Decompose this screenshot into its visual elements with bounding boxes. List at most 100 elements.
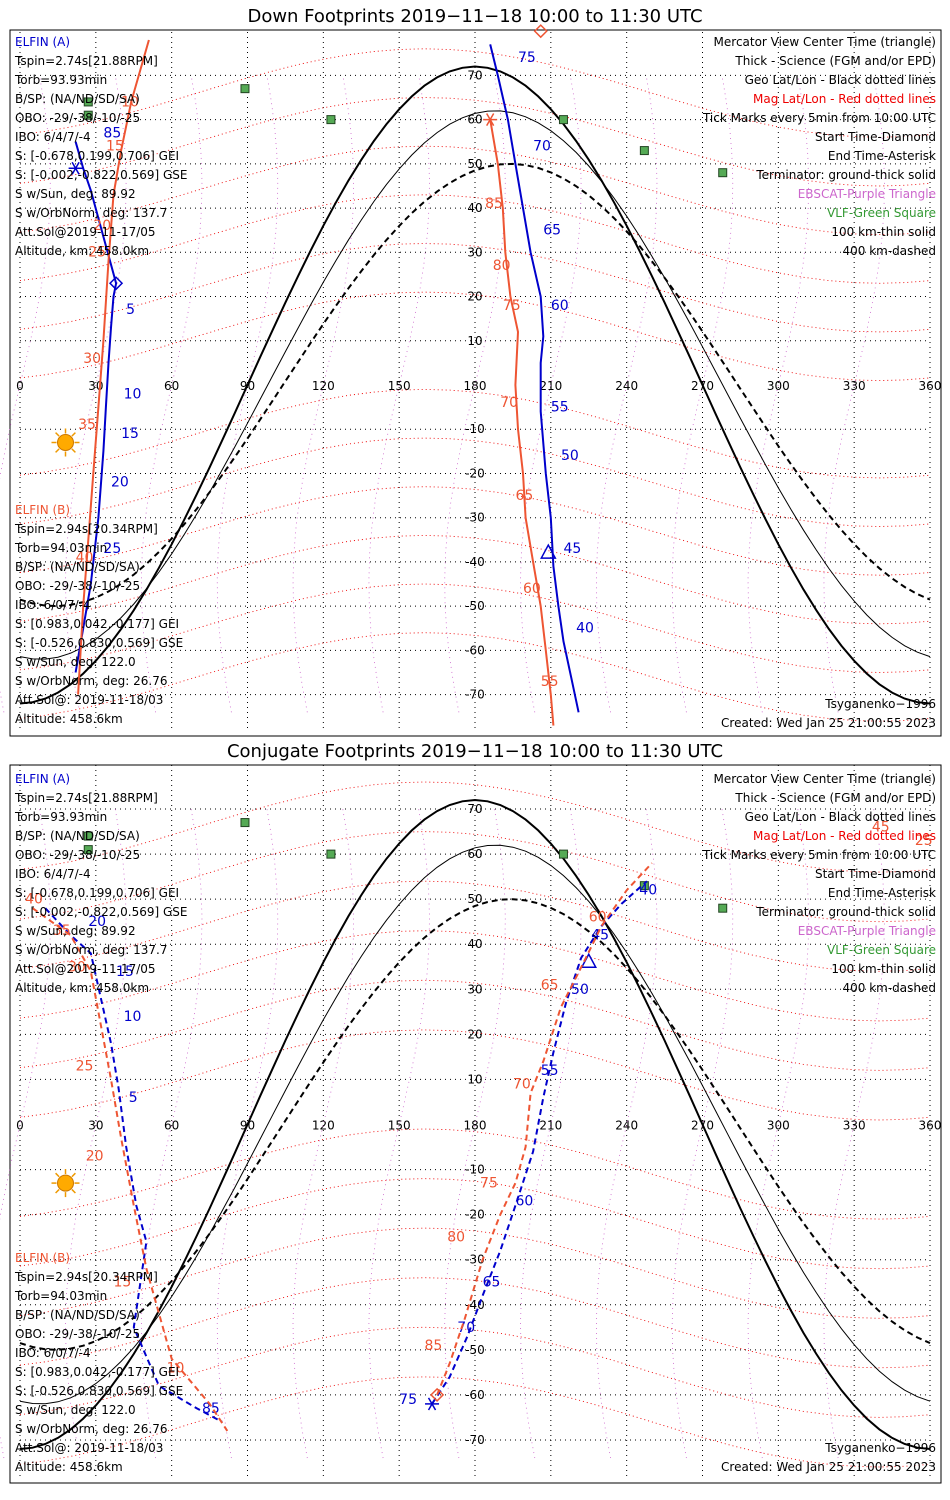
info-line: S: [0.983,0.042,-0.177] GEI [15, 1365, 179, 1379]
asterisk-stroke [71, 161, 80, 175]
terminator-ground [19, 798, 931, 1450]
vlf-station-square [83, 97, 93, 107]
info-line: Torb=94.03min [14, 1289, 107, 1303]
legend-item: Tick Marks every 5min from 10:00 UTC [702, 111, 936, 125]
info-line: OBO: -29/-38/-10/-25 [15, 848, 140, 862]
elfin-b-track [489, 119, 555, 726]
x-tick-label: 240 [615, 1119, 638, 1133]
info-line: S: [0.983,0.042,-0.177] GEI [15, 617, 179, 631]
start-diamond-icon [108, 276, 124, 291]
sun-icon [51, 1169, 80, 1198]
info-line: S w/OrbNorm, deg: 137.7 [15, 206, 167, 220]
vlf-station-square [558, 115, 568, 125]
info-line: OBO: -29/-38/-10/-25 [15, 1327, 140, 1341]
track-tick-label: 45 [563, 541, 581, 557]
track-tick-label: 50 [571, 982, 589, 998]
sun-ray [71, 432, 76, 437]
info-line: Altitude, km: 458.0km [15, 244, 149, 258]
info-line: S w/Sun, deg: 122.0 [15, 1403, 136, 1417]
created-label: Created: Wed Jan 25 21:00:55 2023 [721, 716, 936, 730]
terminator-400km [19, 162, 931, 608]
legend-item: Thick - Science (FGM and/or EPD) [734, 791, 936, 805]
x-tick-label: 180 [464, 1119, 487, 1133]
track-tick-label: 60 [551, 298, 569, 314]
info-line: Tspin=2.94s[20.34RPM] [14, 1270, 158, 1284]
track-tick-label: 10 [167, 1360, 185, 1376]
vlf-station-square [718, 903, 728, 913]
y-tick-label: -60 [465, 1388, 485, 1402]
legend-item: Geo Lat/Lon - Black dotted lines [745, 73, 936, 87]
track-tick-label: 45 [872, 820, 890, 836]
end-asterisk-icon [425, 1397, 440, 1411]
info-line: Att.Sol@2019-11-17/05 [15, 962, 156, 976]
info-line: S w/OrbNorm, deg: 26.76 [15, 674, 167, 688]
track-tick-label: 60 [523, 581, 541, 597]
track-tick-label: 20 [93, 218, 111, 234]
info-line: S w/Sun, deg: 89.92 [15, 924, 136, 938]
track-tick-label: 25 [88, 245, 106, 261]
y-tick-label: 10 [467, 334, 482, 348]
legend-item: 100 km-thin solid [831, 225, 936, 239]
elfin-a-track [489, 44, 580, 713]
track-tick-label: 25 [103, 541, 121, 557]
down-map-layer: 0 30 60 90 120 150 180 210 240 270 300 330 360706050… [0, 32, 941, 730]
info-line: IBO: 6/0/7/-4 [15, 598, 91, 612]
info-line: Torb=94.03min [14, 541, 107, 555]
legend-item: Mercator View Center Time (triangle) [714, 35, 936, 49]
conj-plot-frame [9, 764, 942, 1484]
sun-disc [57, 434, 74, 451]
info-line: Tspin=2.74s[21.88RPM] [14, 791, 158, 805]
track-tick-label: 10 [121, 94, 139, 110]
legend-item: 100 km-thin solid [831, 962, 936, 976]
asterisk-stroke [486, 113, 495, 127]
info-line: Tspin=2.94s[20.34RPM] [14, 522, 158, 536]
track-tick-label: 20 [86, 1149, 104, 1165]
info-line: S w/OrbNorm, deg: 137.7 [15, 943, 167, 957]
vlf-station-square [83, 110, 93, 120]
track-tick-label: 75 [399, 1392, 417, 1408]
end-asterisk-icon [483, 113, 498, 127]
y-tick-label: -70 [465, 1433, 485, 1447]
track-tick-label: 80 [447, 1230, 465, 1246]
down-legend: Mercator View Center Time (triangle) Thi… [702, 35, 936, 730]
conj-panel-title: Conjugate Footprints 2019−11−18 10:00 to… [227, 741, 723, 762]
info-line: S: [-0.526,0.830,0.569] GSE [15, 636, 183, 650]
vlf-station-square [558, 849, 568, 859]
track-tick-label: 5 [129, 1090, 138, 1106]
start-diamond-icon [430, 1387, 445, 1402]
conj-overlay-layer: 20 15 10 5 85 75 70 65 60 55 50 45 40 40 35 30 25 20 15 10 8… [25, 818, 933, 1432]
sun-ray [55, 1172, 60, 1178]
info-line: Altitude, km: 458.0km [15, 981, 149, 995]
end-asterisk-icon [68, 161, 83, 175]
elfin-b-track [32, 907, 229, 1432]
sun-ray [55, 432, 60, 437]
track-tick-label: 85 [202, 1401, 220, 1417]
conj-elfin-b-info: ELFIN (B) Tspin=2.94s[20.34RPM] Torb=94.… [14, 1251, 183, 1474]
legend-item: Geo Lat/Lon - Black dotted lines [745, 810, 936, 824]
down-elfin-b-info: ELFIN (B) Tspin=2.94s[20.34RPM] Torb=94.… [14, 503, 183, 726]
track-tick-label: 40 [25, 892, 43, 908]
vlf-station-square [240, 818, 250, 828]
info-line: B/SP: (NA/ND/SD/SA) [15, 92, 140, 106]
terminator-100km [19, 844, 931, 1405]
y-tick-label: 50 [467, 157, 482, 171]
elfin-b-header: ELFIN (B) [15, 503, 70, 517]
track-tick-label: 30 [68, 959, 86, 975]
asterisk-stroke [427, 1397, 437, 1411]
terminator-400km [19, 898, 931, 1351]
y-tick-label: 60 [467, 113, 482, 127]
y-tick-label: -70 [465, 688, 485, 702]
down-footprints-panel: Down Footprints 2019−11−18 10:00 to 11:3… [0, 6, 942, 737]
info-line: Altitude: 458.6km [15, 712, 123, 726]
legend-item: Terminator: ground-thick solid [755, 905, 936, 919]
info-line: S: [-0.002,-0.822,0.569] GSE [15, 168, 188, 182]
vlf-station-square [639, 146, 649, 156]
legend-item: Mag Lat/Lon - Red dotted lines [753, 92, 936, 106]
info-line: Tspin=2.74s[21.88RPM] [14, 54, 158, 68]
legend-item: 400 km-dashed [842, 981, 936, 995]
vlf-station-square [83, 831, 93, 841]
info-line: Torb=93.93min [14, 73, 107, 87]
legend-item: Mercator View Center Time (triangle) [714, 772, 936, 786]
elfin-a-track [74, 141, 118, 673]
x-tick-label: 360 [919, 1119, 942, 1133]
